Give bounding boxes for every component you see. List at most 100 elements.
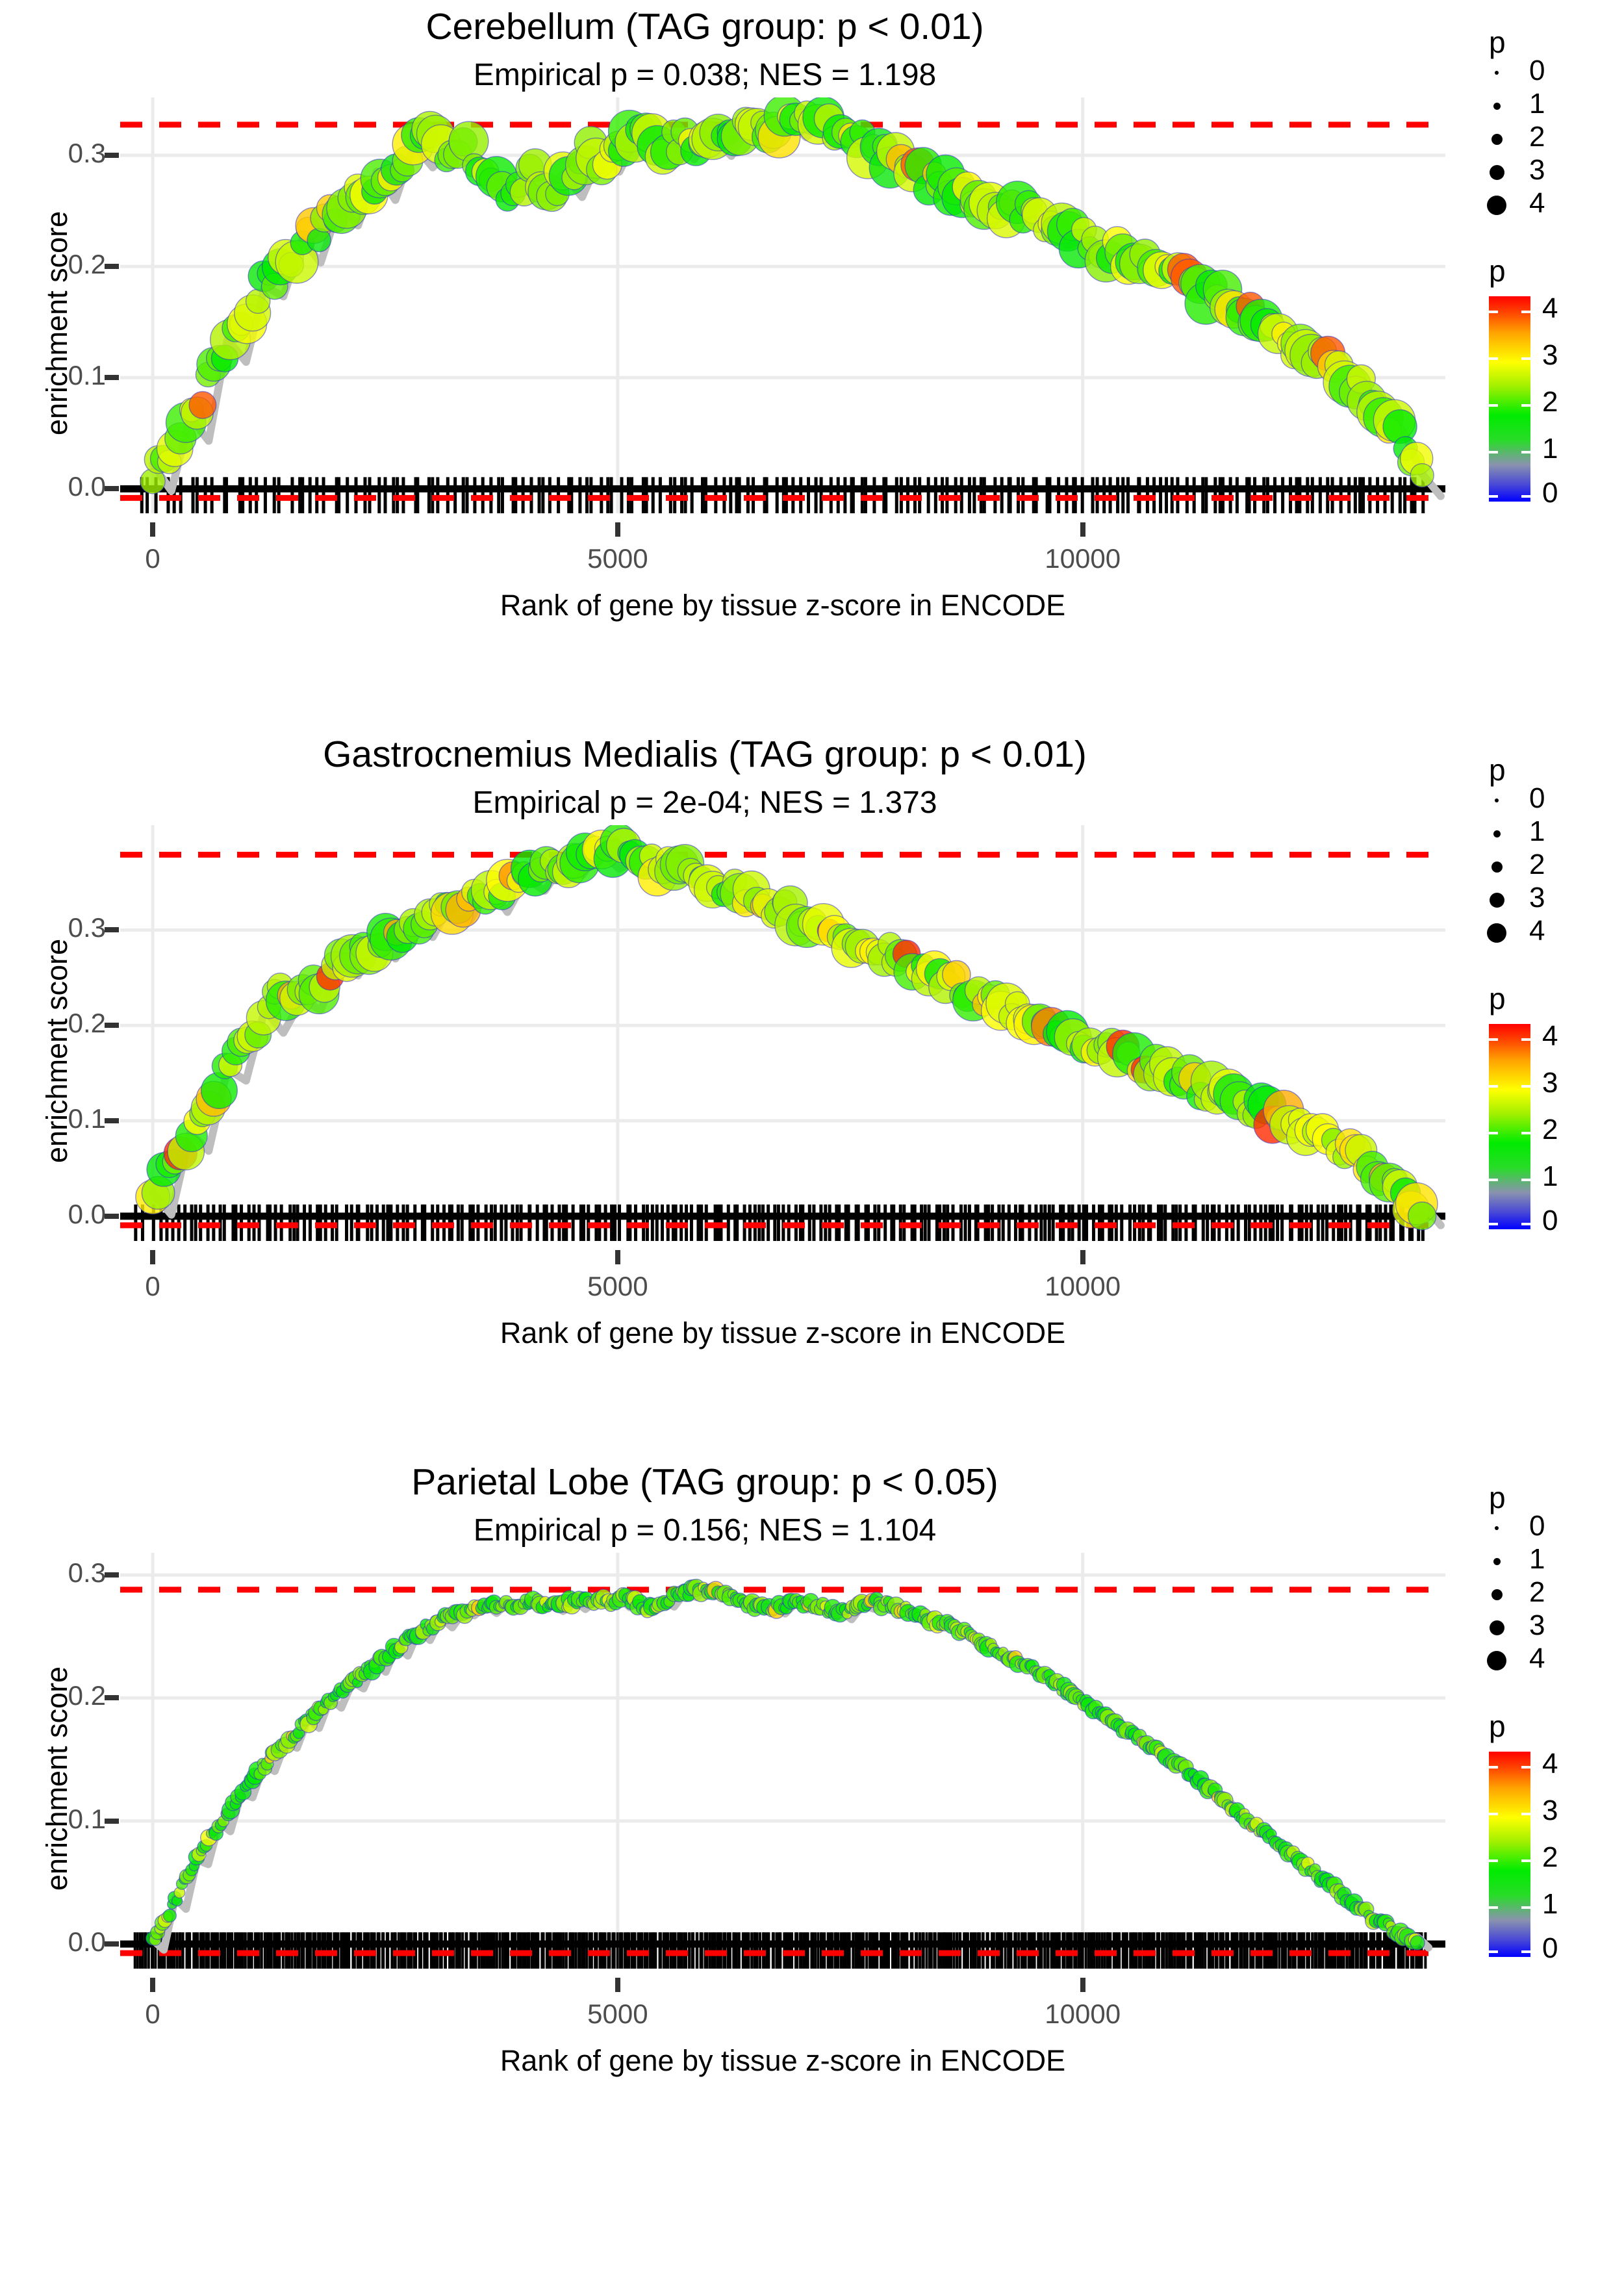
color-legend-gradient-bar (1489, 1752, 1530, 1957)
size-legend-dot (1493, 1557, 1501, 1565)
x-axis-label: Rank of gene by tissue z-score in ENCODE (500, 2044, 1066, 2077)
color-legend-value: 2 (1542, 1114, 1558, 1145)
x-axis-tick-label: 5000 (587, 543, 648, 574)
color-legend-tick (1489, 1813, 1498, 1815)
x-axis-tick-mark (150, 1978, 156, 1992)
color-legend-value: 3 (1542, 339, 1558, 371)
hit-points (135, 825, 1438, 1231)
color-legend-tick (1489, 1223, 1498, 1225)
y-axis-tick-label: 0.0 (68, 1926, 106, 1958)
size-legend-dot (1495, 798, 1499, 802)
size-legend-value: 0 (1529, 1510, 1545, 1542)
x-axis-tick-mark (150, 1250, 156, 1264)
color-legend-value: 0 (1542, 477, 1558, 509)
color-legend-value: 1 (1542, 1888, 1558, 1920)
size-legend-dot (1493, 102, 1501, 110)
color-legend-tick (1489, 1906, 1498, 1909)
size-legend-title: p (1489, 1481, 1506, 1514)
size-legend-dot (1489, 892, 1504, 908)
panel-title: Cerebellum (TAG group: p < 0.01) (425, 6, 984, 47)
size-legend-value: 0 (1529, 55, 1545, 86)
enrichment-curve (149, 1585, 1433, 1954)
y-axis-tick-label: 0.2 (68, 1680, 106, 1711)
y-axis-tick-mark (105, 1023, 119, 1028)
y-axis-tick-label: 0.1 (68, 360, 106, 391)
x-axis-tick-label: 0 (145, 543, 160, 574)
plot-area (120, 825, 1445, 1241)
x-axis-tick-mark (150, 522, 156, 537)
enrichment-panel-parietal-lobe: Parietal Lobe (TAG group: p < 0.05) Empi… (0, 1455, 1624, 2183)
hit-point (1410, 463, 1434, 488)
color-legend-value: 4 (1542, 1020, 1558, 1052)
size-legend-dot (1487, 923, 1506, 943)
x-axis-tick-mark (1080, 1250, 1085, 1264)
x-axis-tick-label: 0 (145, 1271, 160, 1301)
x-axis-tick-label: 5000 (587, 1999, 648, 2029)
size-legend-dot (1489, 1620, 1504, 1635)
x-axis-tick-label: 0 (145, 1999, 160, 2029)
color-legend-gradient-bar (1489, 1024, 1530, 1229)
color-legend-value: 4 (1542, 292, 1558, 324)
color-legend-value: 1 (1542, 1160, 1558, 1192)
plot-area (120, 1553, 1445, 1969)
x-axis-tick-label: 10000 (1045, 1999, 1121, 2029)
size-legend-dot (1491, 133, 1503, 145)
size-legend-value: 1 (1529, 88, 1545, 120)
y-axis-tick-label: 0.3 (68, 912, 106, 943)
size-legend-dot (1491, 1589, 1503, 1600)
size-legend-value: 3 (1529, 1609, 1545, 1641)
y-axis-tick-mark (105, 1818, 119, 1824)
color-legend-tick (1489, 1859, 1498, 1862)
color-legend-tick (1489, 1179, 1498, 1181)
size-legend-dot (1493, 830, 1501, 837)
color-legend-value: 3 (1542, 1067, 1558, 1099)
color-legend-tick (1521, 1859, 1530, 1862)
color-legend-value: 2 (1542, 1841, 1558, 1873)
color-legend-tick (1521, 404, 1530, 407)
y-axis-tick-mark (105, 375, 119, 381)
color-legend-value: 0 (1542, 1205, 1558, 1236)
color-legend-tick (1489, 311, 1498, 313)
color-legend-tick (1489, 1038, 1498, 1041)
color-legend-tick (1521, 451, 1530, 454)
hit-point (1407, 1201, 1437, 1231)
size-legend-dot (1495, 71, 1499, 75)
color-legend-value: 1 (1542, 433, 1558, 465)
y-axis-tick-mark (105, 486, 119, 492)
x-axis-tick-mark (1080, 522, 1085, 537)
x-axis-tick-mark (615, 1978, 620, 1992)
color-legend-value: 3 (1542, 1795, 1558, 1826)
x-axis-tick-mark (615, 1250, 620, 1264)
enrichment-plot-svg (120, 97, 1445, 513)
y-axis-label: enrichment score (40, 211, 73, 435)
y-axis-tick-mark (105, 1213, 119, 1219)
size-legend-value: 3 (1529, 882, 1545, 913)
color-legend-title: p (1489, 982, 1506, 1016)
hit-point (188, 390, 217, 419)
hit-points (140, 97, 1434, 494)
size-legend-dot (1491, 861, 1503, 873)
x-axis-label: Rank of gene by tissue z-score in ENCODE (500, 1316, 1066, 1349)
hit-points (145, 1578, 1425, 1950)
panel-subtitle: Empirical p = 0.038; NES = 1.198 (473, 58, 937, 92)
color-legend-tick (1521, 1813, 1530, 1815)
color-legend-tick (1489, 357, 1498, 360)
y-axis-tick-mark (105, 1695, 119, 1701)
color-legend-value: 4 (1542, 1748, 1558, 1780)
panel-title: Parietal Lobe (TAG group: p < 0.05) (411, 1461, 998, 1503)
color-legend-tick (1489, 1950, 1498, 1953)
size-legend-value: 3 (1529, 154, 1545, 186)
size-legend-dot (1489, 164, 1504, 180)
hit-point (162, 1908, 177, 1923)
x-axis-tick-label: 10000 (1045, 543, 1121, 574)
y-axis-tick-label: 0.1 (68, 1103, 106, 1134)
color-legend-value: 2 (1542, 386, 1558, 418)
color-legend-tick (1521, 1906, 1530, 1909)
size-legend-value: 4 (1529, 1642, 1545, 1674)
size-legend-value: 2 (1529, 121, 1545, 153)
color-legend-tick (1521, 495, 1530, 498)
x-axis-label: Rank of gene by tissue z-score in ENCODE (500, 589, 1066, 622)
color-legend-tick (1521, 1038, 1530, 1041)
color-legend-title: p (1489, 254, 1506, 288)
